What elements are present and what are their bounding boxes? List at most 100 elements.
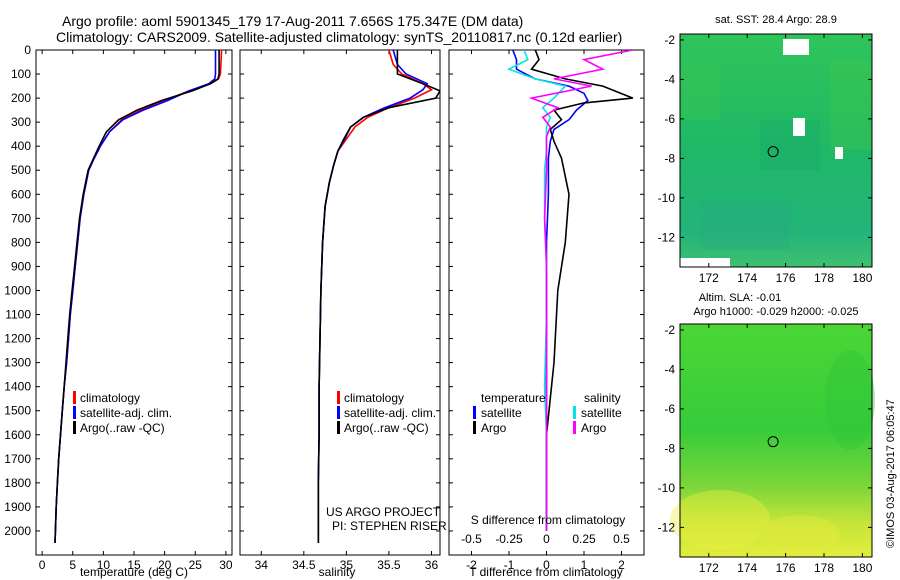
y-tick-label: 1000: [4, 283, 31, 297]
argo-location-marker: [767, 436, 779, 448]
y-tick-label: 100: [11, 67, 31, 81]
y-tick-label: 200: [11, 91, 31, 105]
map-x-tick-label: 178: [814, 561, 834, 575]
legend-argo: Argo(..raw -QC): [344, 421, 429, 435]
legend-t-satellite: satellite: [481, 406, 522, 420]
map-x-tick-label: 172: [699, 271, 719, 285]
sst-map-title: sat. SST: 28.4 Argo: 28.9: [715, 14, 837, 26]
pi-annotation: PI: STEPHEN RISER: [332, 519, 447, 533]
map-y-tick-label: -2: [664, 33, 675, 47]
map-x-tick-label: 176: [776, 561, 796, 575]
legend-climatology: climatology: [80, 391, 140, 405]
sla-map: Altim. SLA: -0.01 Argo h1000: -0.029 h20…: [658, 292, 875, 575]
y-tick-label: 1200: [4, 332, 31, 346]
legend-s-argo: Argo: [581, 421, 607, 435]
map-x-tick-label: 180: [852, 561, 872, 575]
x-tick-label: 25: [189, 558, 203, 572]
s-tick-label: -0.25: [495, 532, 523, 546]
map-x-tick-label: 172: [699, 561, 719, 575]
sla-texture: [670, 350, 875, 555]
map-x-tick-label: 176: [776, 271, 796, 285]
legend-satellite: satellite-adj. clim.: [344, 406, 436, 420]
sst-texture: [680, 60, 872, 250]
x-tick-label: 5: [69, 558, 76, 572]
sst-missing-patch: [835, 147, 843, 159]
map-y-tick-label: -10: [658, 191, 676, 205]
map-y-tick-label: -4: [664, 72, 675, 86]
y-tick-label: 0: [24, 43, 31, 57]
map-y-tick-label: -4: [664, 362, 675, 376]
salinity-legend: climatology satellite-adj. clim. Argo(..…: [337, 391, 436, 435]
header-title: Argo profile: aoml 5901345_179 17-Aug-20…: [62, 13, 523, 29]
y-tick-label: 1400: [4, 380, 31, 394]
x-tick-label: 34: [255, 558, 269, 572]
t-difference-xlabel: T difference from climatology: [469, 565, 623, 579]
y-tick-label: 1800: [4, 476, 31, 490]
map-y-tick-label: -6: [664, 402, 675, 416]
y-tick-label: 900: [11, 259, 31, 273]
y-tick-label: 2000: [4, 524, 31, 538]
y-tick-label: 1900: [4, 500, 31, 514]
series-line: [317, 50, 440, 543]
x-tick-label: 20: [158, 558, 172, 572]
map-y-tick-label: -2: [664, 323, 675, 337]
legend-salinity-head: salinity: [584, 391, 621, 405]
x-tick-label: -2: [466, 558, 477, 572]
map-y-tick-label: -12: [658, 230, 676, 244]
y-tick-label: 1700: [4, 452, 31, 466]
x-tick-label: 30: [219, 558, 233, 572]
map-y-tick-label: -8: [664, 441, 675, 455]
x-tick-label: 15: [127, 558, 141, 572]
series-line: [528, 50, 633, 531]
sst-missing-patch: [793, 118, 805, 136]
salinity-panel: 34 34.5 35 35.5 36 salinity climatology sate…: [239, 49, 447, 579]
legend-t-argo: Argo: [481, 421, 507, 435]
x-tick-label: 0: [543, 558, 550, 572]
x-tick-label: 1: [581, 558, 588, 572]
map-y-tick-label: -8: [664, 151, 675, 165]
header-subtitle: Climatology: CARS2009. Satellite-adjuste…: [56, 29, 622, 45]
s-tick-label: 0.5: [613, 532, 630, 546]
y-tick-label: 300: [11, 115, 31, 129]
x-tick-label: 10: [97, 558, 111, 572]
y-tick-label: 600: [11, 187, 31, 201]
s-tick-label: 0.25: [572, 532, 596, 546]
imos-watermark: ©IMOS 03-Aug-2017 06:05:47: [885, 399, 897, 548]
sst-missing-patch: [680, 258, 730, 267]
argo-location-marker: [767, 146, 779, 158]
sla-map-title: Altim. SLA: -0.01: [699, 292, 782, 304]
sst-map: sat. SST: 28.4 Argo: 28.9 172 174 176 178 18…: [658, 14, 873, 285]
project-annotation: US ARGO PROJECT: [326, 505, 441, 519]
x-tick-label: -1: [504, 558, 515, 572]
legend-argo: Argo(..raw -QC): [80, 421, 165, 435]
x-tick-label: 35.5: [377, 558, 401, 572]
series-line: [530, 50, 634, 531]
sla-map-subtitle: Argo h1000: -0.029 h2000: -0.025: [693, 306, 858, 318]
y-tick-label: 800: [11, 235, 31, 249]
legend-temperature-head: temperature: [481, 391, 546, 405]
temperature-legend: climatology satellite-adj. clim. Argo(..…: [73, 391, 172, 435]
difference-panel: -2 -1 0 1 2 -0.5 -0.25 0 0.25 0.5 T difference fr…: [448, 49, 645, 579]
map-y-tick-label: -12: [658, 520, 676, 534]
map-y-tick-label: -6: [664, 112, 675, 126]
y-tick-label: 1300: [4, 356, 31, 370]
legend-climatology: climatology: [344, 391, 404, 405]
s-tick-label: -0.5: [461, 532, 482, 546]
y-tick-label: 1100: [5, 308, 31, 322]
x-tick-label: 36: [425, 558, 439, 572]
temperature-panel: 0 5 10 15 20 25 300100200300400500600700800900…: [4, 43, 233, 579]
salinity-xlabel: salinity: [319, 565, 356, 579]
map-x-tick-label: 174: [737, 271, 757, 285]
difference-legend: temperature salinity satellite Argo sate…: [473, 391, 622, 435]
temperature-xlabel: temperature (deg C): [80, 565, 188, 579]
y-tick-label: 1600: [4, 428, 31, 442]
y-tick-label: 1500: [4, 404, 31, 418]
map-x-tick-label: 180: [852, 271, 872, 285]
x-tick-label: 2: [618, 558, 625, 572]
s-difference-label: S difference from climatology: [471, 513, 626, 527]
map-x-tick-label: 178: [814, 271, 834, 285]
y-tick-label: 700: [11, 211, 31, 225]
y-tick-label: 400: [11, 139, 31, 153]
x-tick-label: 0: [39, 558, 46, 572]
s-tick-label: 0: [543, 532, 550, 546]
